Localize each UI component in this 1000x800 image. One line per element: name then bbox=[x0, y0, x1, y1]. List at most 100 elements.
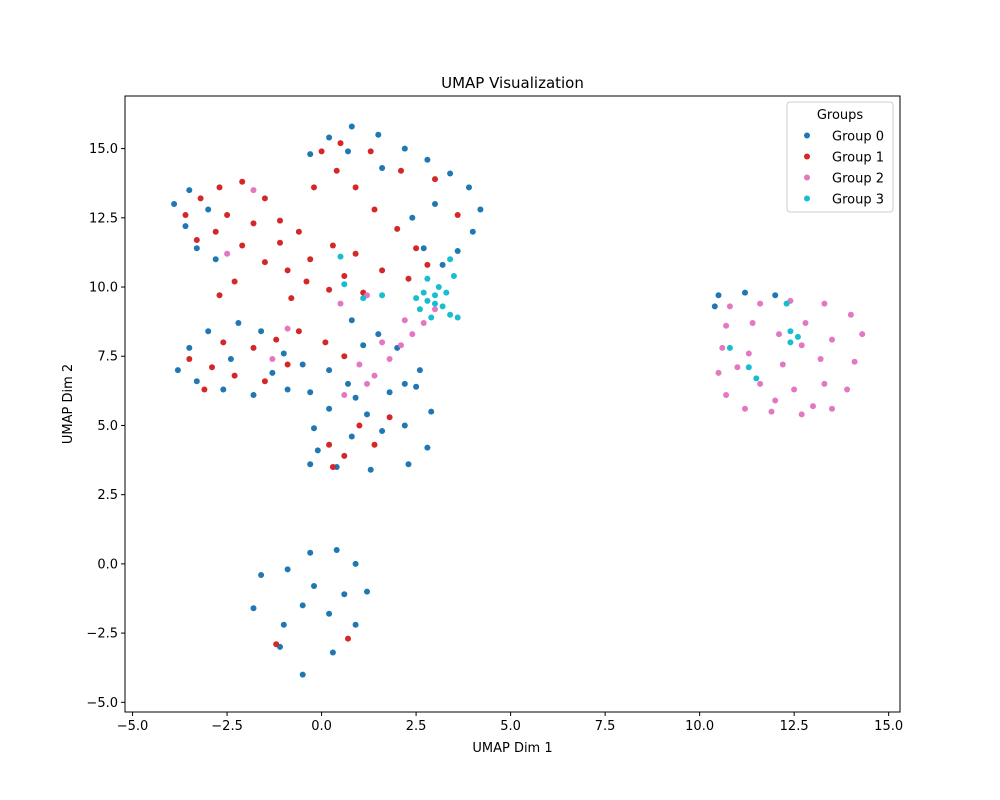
data-point bbox=[239, 178, 246, 185]
data-point bbox=[212, 228, 219, 235]
data-point bbox=[772, 397, 779, 404]
data-point bbox=[284, 267, 291, 274]
data-point bbox=[345, 635, 351, 642]
legend-label: Group 1 bbox=[832, 151, 884, 166]
data-point bbox=[454, 212, 461, 218]
data-point bbox=[371, 372, 378, 379]
data-point bbox=[348, 433, 355, 440]
data-point bbox=[288, 295, 295, 302]
data-point bbox=[719, 344, 726, 351]
data-point bbox=[413, 245, 420, 252]
data-point bbox=[454, 314, 461, 321]
data-point bbox=[398, 342, 404, 349]
data-point bbox=[345, 380, 351, 387]
data-point bbox=[307, 256, 314, 263]
data-point bbox=[791, 386, 798, 393]
data-point bbox=[802, 320, 809, 326]
data-point bbox=[394, 225, 401, 232]
x-tick-label: 15.0 bbox=[874, 719, 903, 734]
data-point bbox=[454, 248, 461, 254]
data-point bbox=[258, 572, 265, 578]
data-point bbox=[817, 356, 824, 362]
y-tick-label: 10.0 bbox=[89, 281, 118, 296]
data-point bbox=[432, 306, 438, 313]
data-point bbox=[379, 292, 386, 299]
data-point bbox=[768, 408, 775, 415]
data-point bbox=[435, 284, 442, 290]
chart-title: UMAP Visualization bbox=[441, 74, 584, 92]
data-point bbox=[239, 242, 246, 249]
data-point bbox=[386, 414, 393, 421]
data-point bbox=[231, 278, 238, 285]
data-point bbox=[757, 380, 764, 387]
data-point bbox=[859, 331, 866, 338]
y-tick-label: −2.5 bbox=[86, 627, 118, 642]
legend-marker bbox=[804, 195, 810, 202]
plot-frame bbox=[124, 95, 901, 713]
legend-marker bbox=[804, 174, 810, 181]
data-point bbox=[829, 405, 835, 412]
data-point bbox=[269, 369, 276, 376]
data-point bbox=[439, 303, 446, 310]
data-point bbox=[375, 131, 382, 138]
x-axis-label: UMAP Dim 1 bbox=[472, 741, 552, 756]
data-point bbox=[326, 610, 333, 617]
data-point bbox=[261, 259, 268, 266]
data-point bbox=[273, 336, 280, 343]
data-point bbox=[356, 422, 363, 429]
data-point bbox=[420, 320, 427, 326]
data-point bbox=[810, 403, 816, 410]
data-point bbox=[277, 239, 283, 246]
data-point bbox=[337, 300, 344, 307]
legend-label: Group 3 bbox=[832, 193, 884, 208]
data-point bbox=[182, 212, 189, 218]
data-point bbox=[227, 356, 234, 362]
x-tick-label: 2.5 bbox=[406, 719, 427, 734]
x-tick-label: 12.5 bbox=[780, 719, 809, 734]
data-point bbox=[447, 256, 454, 263]
data-point bbox=[341, 591, 348, 598]
data-point bbox=[783, 300, 790, 307]
data-point bbox=[186, 187, 193, 194]
data-point bbox=[209, 364, 215, 371]
data-point bbox=[329, 242, 336, 249]
data-point bbox=[205, 328, 212, 335]
data-point bbox=[787, 328, 794, 335]
data-point bbox=[295, 228, 302, 235]
data-point bbox=[379, 428, 386, 434]
data-point bbox=[341, 273, 348, 279]
data-point bbox=[216, 184, 223, 191]
legend-label: Group 0 bbox=[832, 130, 884, 145]
data-point bbox=[186, 356, 193, 362]
data-point bbox=[405, 275, 412, 282]
data-point bbox=[171, 201, 178, 207]
x-tick-label: 7.5 bbox=[595, 719, 616, 734]
data-point bbox=[284, 325, 291, 332]
data-point bbox=[193, 378, 200, 385]
data-point bbox=[787, 339, 794, 346]
y-tick-label: 2.5 bbox=[97, 488, 118, 503]
data-point bbox=[432, 292, 438, 299]
data-point bbox=[749, 320, 756, 326]
data-point bbox=[428, 314, 435, 321]
x-tick-label: −2.5 bbox=[211, 719, 243, 734]
data-point bbox=[205, 206, 212, 213]
data-point bbox=[193, 245, 200, 252]
data-point bbox=[322, 339, 329, 346]
data-point bbox=[299, 602, 306, 609]
data-point bbox=[742, 405, 748, 412]
data-point bbox=[379, 165, 386, 171]
data-point bbox=[250, 605, 257, 612]
data-point bbox=[477, 206, 484, 213]
data-point bbox=[428, 408, 435, 415]
data-point bbox=[847, 311, 854, 318]
data-point bbox=[307, 549, 314, 556]
data-point bbox=[299, 361, 306, 368]
data-point bbox=[409, 214, 416, 221]
data-point bbox=[413, 383, 420, 390]
data-point bbox=[352, 560, 359, 567]
y-tick-label: −5.0 bbox=[86, 696, 118, 711]
x-axis: −5.0 −2.5 0.0 2.5 5.0 7.5 10.0 12.5 15.0 bbox=[117, 712, 903, 734]
data-point bbox=[220, 386, 227, 393]
data-point bbox=[193, 237, 200, 243]
